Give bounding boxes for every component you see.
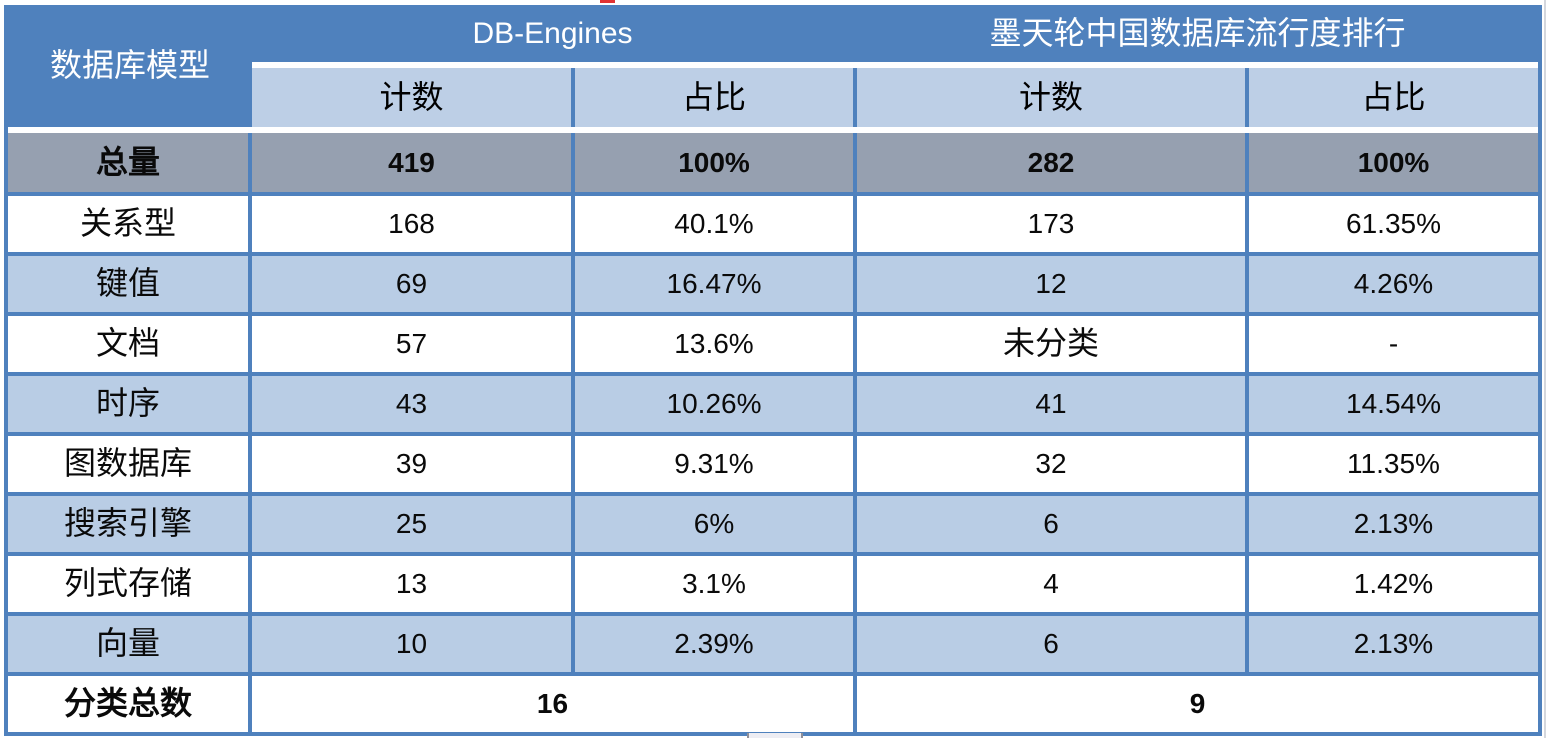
row-value: 2.39% [575, 616, 853, 672]
subheader-count-motianlun: 计数 [857, 68, 1245, 127]
subheader-share-db-engines: 占比 [575, 68, 853, 127]
row-value: 12 [857, 256, 1245, 312]
subheader-count-db-engines: 计数 [252, 68, 571, 127]
row-value: 32 [857, 436, 1245, 492]
row-value: 1.42% [1249, 556, 1538, 612]
row-value: 9.31% [575, 436, 853, 492]
row-value: 13 [252, 556, 571, 612]
row-value: 25 [252, 496, 571, 552]
row-value: 6 [857, 616, 1245, 672]
row-label: 时序 [8, 376, 248, 432]
row-value: 10.26% [575, 376, 853, 432]
row-value: 61.35% [1249, 196, 1538, 252]
row-value: 11.35% [1249, 436, 1538, 492]
row-value: 43 [252, 376, 571, 432]
row-value: - [1249, 316, 1538, 372]
total-row-value: 419 [252, 133, 571, 192]
footer-row-value-motianlun: 9 [857, 676, 1538, 732]
header-gap-divider [252, 62, 1538, 68]
subheader-share-motianlun: 占比 [1249, 68, 1538, 127]
row-value: 未分类 [857, 316, 1245, 372]
row-value: 6% [575, 496, 853, 552]
row-value: 173 [857, 196, 1245, 252]
total-row-value: 282 [857, 133, 1245, 192]
footer-row-value-db-engines: 16 [252, 676, 853, 732]
row-value: 69 [252, 256, 571, 312]
row-label: 键值 [8, 256, 248, 312]
row-value: 41 [857, 376, 1245, 432]
row-value: 14.54% [1249, 376, 1538, 432]
row-value: 3.1% [575, 556, 853, 612]
header-cell-motianlun: 墨天轮中国数据库流行度排行 [857, 5, 1538, 62]
row-label: 关系型 [8, 196, 248, 252]
row-value: 13.6% [575, 316, 853, 372]
subheader-gap-divider [8, 127, 1538, 133]
row-value: 2.13% [1249, 496, 1538, 552]
footer-row-label: 分类总数 [8, 676, 248, 732]
row-value: 40.1% [575, 196, 853, 252]
row-value: 4 [857, 556, 1245, 612]
row-label: 图数据库 [8, 436, 248, 492]
row-value: 2.13% [1249, 616, 1538, 672]
total-row-value: 100% [575, 133, 853, 192]
scrollbar-thumb[interactable] [747, 733, 803, 738]
row-value: 57 [252, 316, 571, 372]
row-value: 4.26% [1249, 256, 1538, 312]
row-label: 文档 [8, 316, 248, 372]
header-cell-db-engines: DB-Engines [252, 5, 853, 62]
comparison-table: 数据库模型 DB-Engines 墨天轮中国数据库流行度排行 计数 占比 计数 … [4, 5, 1542, 736]
row-label: 列式存储 [8, 556, 248, 612]
row-value: 16.47% [575, 256, 853, 312]
cropped-red-annotation-artifact [600, 0, 615, 3]
row-label: 向量 [8, 616, 248, 672]
total-row-label: 总量 [8, 133, 248, 192]
row-label: 搜索引擎 [8, 496, 248, 552]
total-row-value: 100% [1249, 133, 1538, 192]
row-value: 10 [252, 616, 571, 672]
row-value: 6 [857, 496, 1245, 552]
header-cell-database-model: 数据库模型 [8, 5, 252, 127]
window-edge-line [1544, 0, 1546, 738]
row-value: 39 [252, 436, 571, 492]
row-value: 168 [252, 196, 571, 252]
